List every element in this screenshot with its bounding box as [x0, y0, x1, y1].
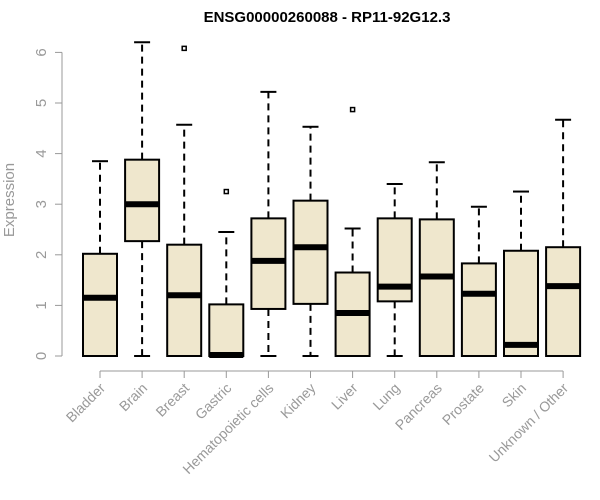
- iqr-box: [460, 262, 497, 358]
- x-tick-label: Skin: [499, 380, 530, 411]
- box-brain: [124, 41, 161, 357]
- x-tick-label: Unknown / Other: [486, 380, 572, 466]
- x-tick-label: Breast: [152, 380, 192, 420]
- box-liver: [334, 106, 371, 358]
- box-kidney: [292, 125, 329, 357]
- box-bladder: [82, 160, 118, 357]
- outlier-point: [223, 188, 230, 195]
- iqr-box: [166, 243, 203, 357]
- box-unknown-other: [545, 118, 582, 358]
- iqr-box: [418, 218, 455, 357]
- x-tick-label: Pancreas: [392, 380, 445, 433]
- y-axis: 0 1 2 3 4 5 6: [33, 48, 63, 360]
- box-prostate: [460, 205, 497, 358]
- box-breast: [166, 45, 203, 357]
- box-lung: [376, 182, 413, 357]
- iqr-box: [124, 158, 161, 243]
- x-tick-label: Prostate: [439, 380, 487, 428]
- iqr-box: [545, 246, 582, 358]
- y-tick-label: 4: [33, 149, 50, 157]
- chart-title: ENSG00000260088 - RP11-92G12.3: [204, 9, 451, 26]
- y-tick-label: 6: [33, 48, 50, 56]
- iqr-box: [503, 249, 539, 357]
- outlier-point: [181, 45, 187, 52]
- box-gastric: [208, 188, 245, 358]
- x-tick-label: Brain: [116, 380, 150, 414]
- iqr-box: [292, 199, 329, 305]
- y-axis-label: Expression: [1, 163, 18, 237]
- y-tick-label: 3: [33, 200, 50, 208]
- boxes-group: [82, 41, 582, 358]
- x-tick-label: Liver: [328, 380, 361, 413]
- y-tick-label: 0: [33, 352, 50, 360]
- iqr-box: [208, 303, 245, 357]
- iqr-box: [82, 252, 118, 357]
- x-tick-label: Kidney: [277, 380, 319, 422]
- y-tick-label: 5: [33, 99, 50, 107]
- outlier-point: [349, 106, 356, 113]
- x-tick-label: Bladder: [63, 380, 109, 426]
- box-hematopoietic-cells: [250, 90, 287, 357]
- y-tick-label: 1: [33, 301, 50, 309]
- box-skin: [503, 190, 539, 357]
- x-tick-label: Lung: [369, 380, 402, 413]
- y-tick-label: 2: [33, 251, 50, 259]
- box-pancreas: [418, 161, 455, 357]
